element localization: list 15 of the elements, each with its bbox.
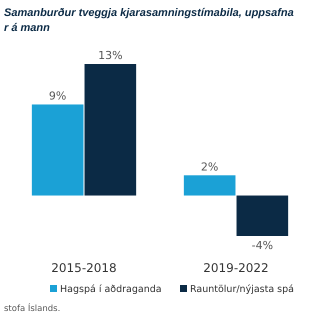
data-label: 9% [48, 89, 66, 102]
data-label: 13% [98, 49, 123, 62]
legend-label: Rauntölur/nýjasta spá [190, 284, 294, 295]
chart-subtitle: r á mann [4, 22, 50, 34]
x-tick-label: 2015-2018 [51, 261, 117, 275]
legend-label: Hagspá í aðdraganda [60, 284, 162, 295]
x-tick-label: 2019-2022 [203, 261, 269, 275]
text: stofa Íslands. [4, 303, 60, 314]
bar [32, 104, 84, 196]
bar [84, 64, 136, 196]
bar [184, 175, 236, 196]
data-label: 2% [200, 160, 218, 174]
chart-title: Samanburður tveggja kjarasamningstímabila, uppsafna [4, 7, 294, 19]
bar [236, 196, 288, 236]
data-label: -4% [252, 239, 274, 252]
